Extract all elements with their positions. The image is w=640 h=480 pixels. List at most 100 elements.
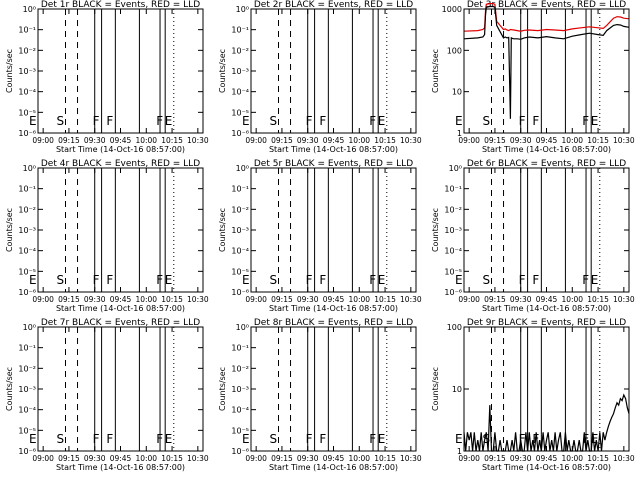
y-tick-label: 10⁻⁵ xyxy=(18,426,36,435)
x-tick-label: 10:00 xyxy=(348,136,370,145)
series-line-lld xyxy=(463,2,630,32)
x-tick-label: 10:30 xyxy=(613,454,635,463)
marker-label-E: E xyxy=(378,432,386,446)
x-tick-label: 09:15 xyxy=(271,295,293,304)
y-tick-label: 10⁻³ xyxy=(231,67,249,76)
x-tick-label: 10:30 xyxy=(400,454,422,463)
y-tick-label: 1000 xyxy=(442,5,462,14)
y-tick-label: 10⁰ xyxy=(236,5,249,14)
x-tick-label: 09:30 xyxy=(297,454,319,463)
y-tick-label: 10⁻⁶ xyxy=(444,288,462,297)
y-tick-label: 10⁻² xyxy=(231,364,249,373)
x-tick-label: 09:30 xyxy=(84,295,106,304)
y-axis-label: Counts/sec xyxy=(218,367,227,411)
y-tick-label: 10⁰ xyxy=(449,164,462,173)
x-tick-label: 10:00 xyxy=(135,136,157,145)
x-tick-label: 10:00 xyxy=(348,454,370,463)
x-tick-label: 09:00 xyxy=(32,454,54,463)
y-tick-label: 10⁻² xyxy=(231,46,249,55)
panel-title: Det 4r BLACK = Events, RED = LLD xyxy=(41,159,200,169)
marker-label-E: E xyxy=(165,432,173,446)
x-tick-label: 10:30 xyxy=(613,295,635,304)
marker-label-F: F xyxy=(319,273,326,287)
marker-label-F: F xyxy=(306,432,313,446)
x-tick-label: 09:30 xyxy=(510,454,532,463)
x-tick-label: 10:30 xyxy=(400,136,422,145)
marker-label-S: S xyxy=(270,432,278,446)
y-tick-label: 10⁻⁴ xyxy=(18,88,36,97)
x-tick-label: 09:15 xyxy=(58,136,80,145)
y-tick-label: 10⁻⁵ xyxy=(231,267,249,276)
x-tick-label: 09:45 xyxy=(536,136,558,145)
marker-label-F: F xyxy=(106,273,113,287)
x-tick-label: 09:45 xyxy=(536,295,558,304)
marker-label-F: F xyxy=(306,273,313,287)
y-tick-label: 1 xyxy=(457,447,462,456)
marker-label-F: F xyxy=(319,432,326,446)
y-tick-label: 10⁻⁴ xyxy=(231,88,249,97)
marker-label-F: F xyxy=(156,432,163,446)
x-tick-label: 09:45 xyxy=(323,136,345,145)
x-tick-label: 10:30 xyxy=(187,295,209,304)
x-axis-label: Start Time (14-Oct-16 08:57:00) xyxy=(269,304,398,313)
y-tick-label: 10⁻² xyxy=(18,46,36,55)
y-tick-label: 10⁻⁴ xyxy=(444,247,462,256)
y-tick-label: 10⁻² xyxy=(18,205,36,214)
marker-label-S: S xyxy=(483,273,491,287)
x-tick-label: 09:30 xyxy=(510,136,532,145)
y-tick-label: 10⁻⁴ xyxy=(231,247,249,256)
y-tick-label: 10 xyxy=(452,385,462,394)
x-tick-label: 09:45 xyxy=(323,295,345,304)
y-tick-label: 10⁻² xyxy=(18,364,36,373)
x-tick-label: 09:00 xyxy=(32,295,54,304)
x-tick-label: 10:00 xyxy=(561,454,583,463)
marker-label-E: E xyxy=(29,432,37,446)
y-tick-label: 10⁻³ xyxy=(231,226,249,235)
x-tick-label: 09:00 xyxy=(32,136,54,145)
x-axis-label: Start Time (14-Oct-16 08:57:00) xyxy=(56,304,185,313)
x-axis-label: Start Time (14-Oct-16 08:57:00) xyxy=(482,145,611,154)
y-tick-label: 10⁰ xyxy=(23,5,36,14)
y-tick-label: 10⁰ xyxy=(236,164,249,173)
series-line-events xyxy=(463,393,630,452)
y-tick-label: 10⁻⁶ xyxy=(231,288,249,297)
x-tick-label: 09:15 xyxy=(484,295,506,304)
x-tick-label: 10:15 xyxy=(374,295,396,304)
x-tick-label: 10:00 xyxy=(135,295,157,304)
x-tick-label: 09:00 xyxy=(245,454,267,463)
y-tick-label: 10⁻² xyxy=(231,205,249,214)
marker-label-F: F xyxy=(106,114,113,128)
y-tick-label: 10⁻⁶ xyxy=(18,288,36,297)
y-tick-label: 1 xyxy=(457,129,462,138)
series-line-events xyxy=(463,5,630,119)
y-axis-label: Counts/sec xyxy=(5,208,14,252)
x-tick-label: 10:30 xyxy=(187,136,209,145)
x-tick-label: 10:00 xyxy=(348,295,370,304)
x-tick-label: 09:15 xyxy=(484,136,506,145)
y-tick-label: 10⁻¹ xyxy=(18,185,36,194)
x-tick-label: 10:30 xyxy=(400,295,422,304)
y-tick-label: 10⁻³ xyxy=(18,385,36,394)
x-tick-label: 09:45 xyxy=(536,454,558,463)
marker-label-F: F xyxy=(156,114,163,128)
x-axis-label: Start Time (14-Oct-16 08:57:00) xyxy=(56,463,185,472)
y-axis-label: Counts/sec xyxy=(5,49,14,93)
x-tick-label: 10:00 xyxy=(561,136,583,145)
x-axis-label: Start Time (14-Oct-16 08:57:00) xyxy=(482,304,611,313)
marker-label-F: F xyxy=(306,114,313,128)
y-tick-label: 10⁻⁴ xyxy=(231,406,249,415)
y-tick-label: 100 xyxy=(447,323,462,332)
x-tick-label: 10:00 xyxy=(135,454,157,463)
x-tick-label: 09:15 xyxy=(271,136,293,145)
y-axis-label: Counts/sec xyxy=(218,49,227,93)
marker-label-S: S xyxy=(57,273,65,287)
marker-label-F: F xyxy=(519,432,526,446)
y-tick-label: 10⁻² xyxy=(444,205,462,214)
marker-label-E: E xyxy=(29,273,37,287)
x-tick-label: 09:15 xyxy=(58,295,80,304)
marker-label-F: F xyxy=(519,273,526,287)
